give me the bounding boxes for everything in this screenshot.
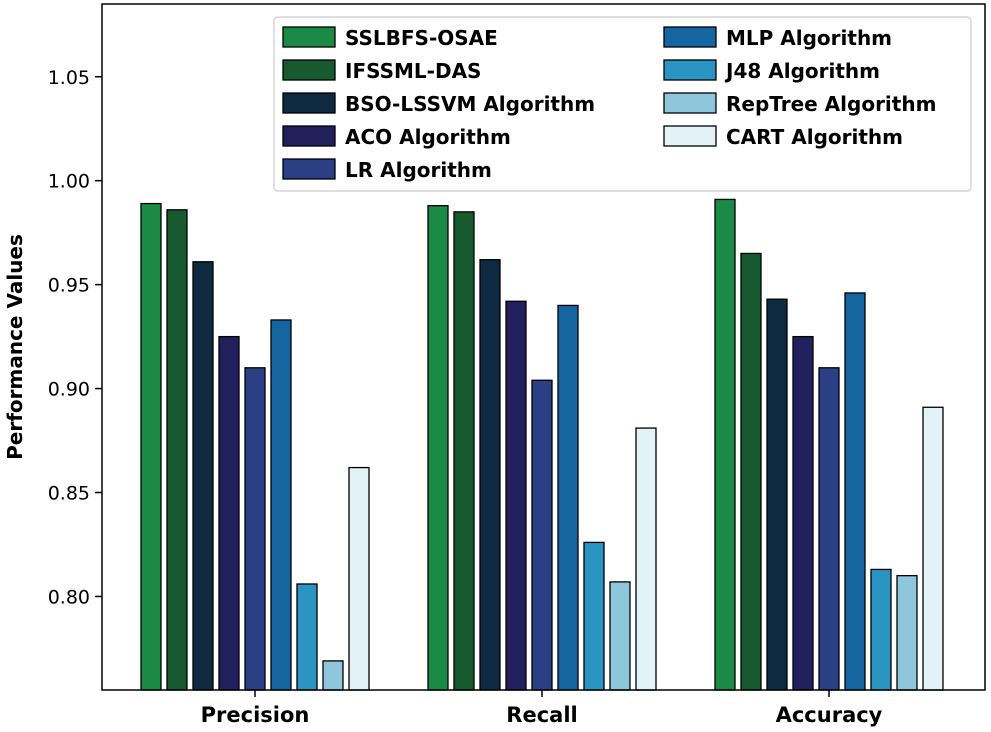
legend-label: J48 Algorithm: [724, 59, 880, 83]
legend-swatch: [282, 59, 336, 81]
plot-frame: [101, 3, 986, 691]
bar-accuracy-2: [766, 298, 788, 691]
bar-precision-6: [296, 583, 318, 691]
bar-recall-2: [479, 259, 501, 691]
y-tick-label: 0.90: [48, 379, 90, 401]
y-tick-label: 1.00: [48, 171, 90, 193]
legend-label: BSO-LSSVM Algorithm: [345, 92, 595, 116]
y-tick-label: 0.85: [48, 483, 90, 505]
legend-label: RepTree Algorithm: [726, 92, 936, 116]
bar-precision-8: [348, 466, 370, 691]
x-axis: Precision Recall Accuracy: [201, 690, 883, 727]
y-tick-label: 0.80: [48, 586, 90, 608]
bar-recall-3: [505, 300, 527, 691]
bar-accuracy-3: [792, 335, 814, 691]
bar-recall-6: [583, 541, 605, 691]
x-tick-label-precision: Precision: [201, 703, 310, 727]
legend-swatch: [282, 125, 336, 147]
legend-swatch: [663, 26, 717, 48]
bar-accuracy-0: [714, 198, 736, 691]
bar-recall-0: [427, 204, 449, 691]
bar-accuracy-6: [870, 568, 892, 691]
bar-recall-8: [635, 427, 657, 691]
bar-precision-5: [270, 319, 292, 691]
y-axis-title: Performance Values: [3, 234, 27, 460]
legend-swatch: [282, 158, 336, 180]
bar-accuracy-7: [896, 575, 918, 691]
legend-swatch: [663, 59, 717, 81]
legend-box: [273, 16, 972, 192]
legend-swatch: [663, 125, 717, 147]
bar-accuracy-5: [844, 292, 866, 691]
y-tick-label: 0.95: [48, 275, 90, 297]
x-tick-label-recall: Recall: [506, 703, 577, 727]
bar-recall-5: [557, 304, 579, 691]
legend-label: CART Algorithm: [726, 125, 903, 149]
bar-accuracy-4: [818, 367, 840, 691]
bar-recall-1: [453, 211, 475, 691]
bar-precision-1: [166, 209, 188, 691]
legend-swatch: [282, 26, 336, 48]
y-axis: 0.80 0.85 0.90 0.95 1.00 1.05: [48, 67, 102, 608]
bar-precision-2: [192, 261, 214, 691]
bar-recall-4: [531, 379, 553, 691]
bar-accuracy-8: [922, 406, 944, 691]
y-tick-label: 1.05: [48, 67, 90, 89]
legend-swatch: [282, 92, 336, 114]
bar-group: [140, 198, 944, 691]
bar-accuracy-1: [740, 252, 762, 691]
legend-label: SSLBFS-OSAE: [345, 26, 498, 50]
bar-precision-3: [218, 335, 240, 691]
legend: SSLBFS-OSAE IFSSML-DAS BSO-LSSVM Algorithm…: [273, 16, 972, 192]
legend-swatch: [663, 92, 717, 114]
bar-precision-4: [244, 367, 266, 691]
bar-precision-0: [140, 202, 162, 691]
legend-label: LR Algorithm: [345, 158, 492, 182]
legend-label: IFSSML-DAS: [345, 59, 481, 83]
bar-recall-7: [609, 581, 631, 691]
x-tick-label-accuracy: Accuracy: [776, 703, 883, 727]
bar-precision-7: [322, 660, 344, 691]
legend-label: ACO Algorithm: [345, 125, 511, 149]
legend-label: MLP Algorithm: [726, 26, 892, 50]
